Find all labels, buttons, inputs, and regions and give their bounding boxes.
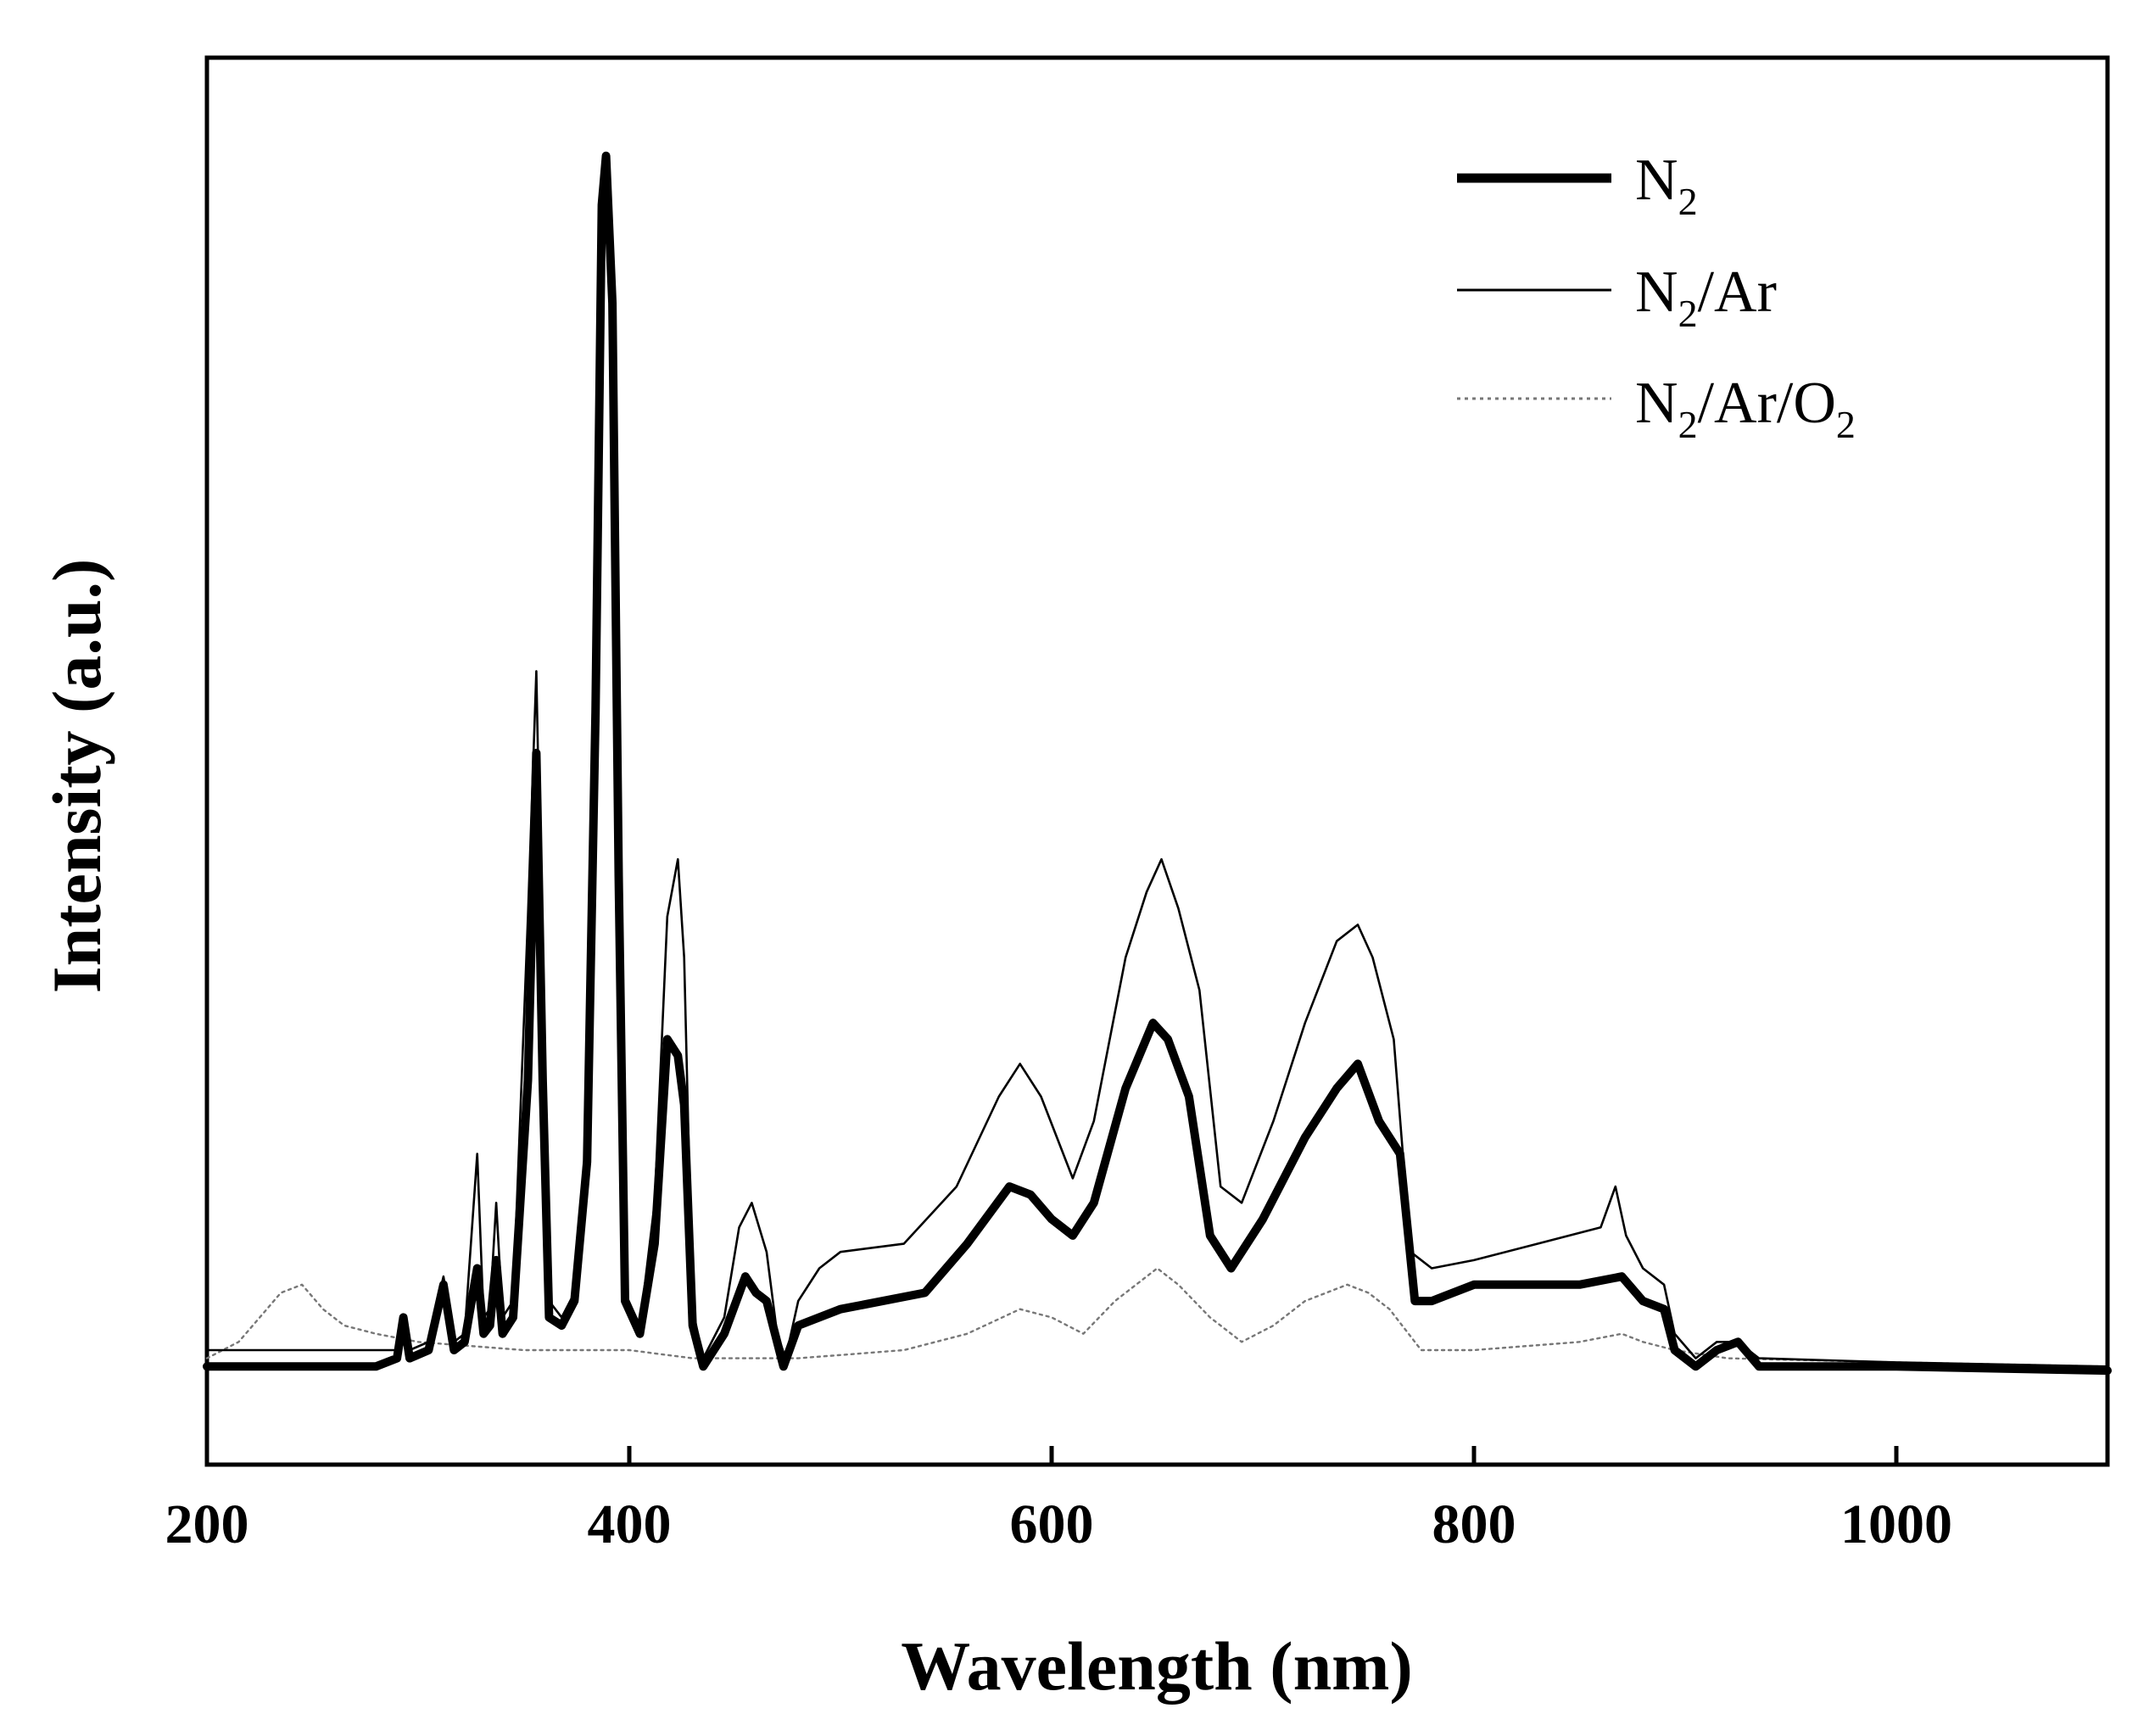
legend-label-n2-ar: N2/Ar [1635,260,1777,335]
series-layer [203,151,2112,1376]
legend-label-n2-ar-o2: N2/Ar/O2 [1635,371,1856,446]
legend-label-n2: N2 [1635,148,1698,223]
x-axis-ticks: 200 400 600 800 1000 [165,1446,1952,1555]
x-tick-label: 400 [588,1493,672,1555]
x-tick-label: 800 [1432,1493,1516,1555]
legend: N2 N2/Ar N2/Ar/O2 [1457,148,1856,446]
x-axis-title: Wavelength (nm) [901,1627,1413,1705]
series-line-n2 [203,151,2112,1376]
series-line-n2-ar [205,187,2109,1368]
series-line-n2-ar-o2 [205,1267,2109,1368]
x-tick-label: 600 [1010,1493,1094,1555]
x-tick-label: 1000 [1840,1493,1952,1555]
x-tick-label: 200 [165,1493,249,1555]
plot-frame [204,55,2110,1467]
y-axis-title: Intensity (a.u.) [38,559,115,994]
